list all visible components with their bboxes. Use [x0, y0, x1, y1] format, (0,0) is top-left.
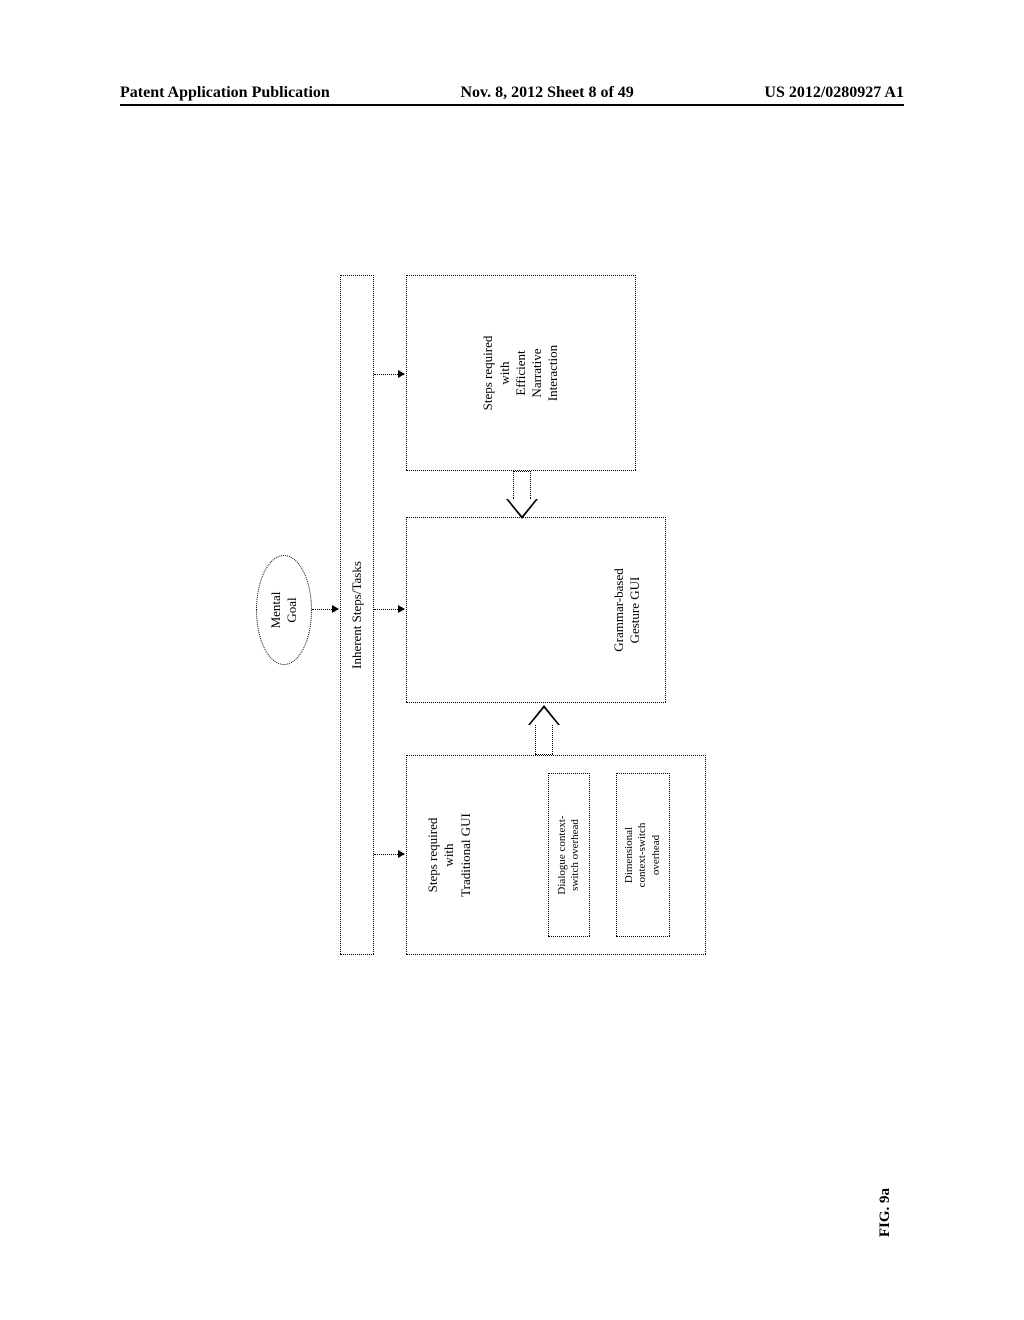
header-center: Nov. 8, 2012 Sheet 8 of 49 — [460, 84, 633, 102]
node-narrative: Steps requiredwithEfficientNarrativeInte… — [406, 275, 636, 471]
edge-mental-to-inherent — [312, 609, 338, 610]
node-dimensional-overhead-label: Dimensionalcontext-switchoverhead — [623, 823, 663, 888]
node-grammar: Grammar-basedGesture GUI — [406, 517, 666, 703]
node-narrative-label: Steps requiredwithEfficientNarrativeInte… — [480, 336, 561, 411]
node-dialogue-overhead: Dialogue context-switch overhead — [548, 773, 590, 937]
diagram: MentalGoal Inherent Steps/Tasks Steps re… — [256, 265, 726, 965]
node-dialogue-overhead-label: Dialogue context-switch overhead — [556, 815, 582, 894]
header-rule — [120, 104, 904, 106]
edge-inherent-to-grammar — [374, 609, 404, 610]
header-left: Patent Application Publication — [120, 84, 330, 102]
node-inherent: Inherent Steps/Tasks — [340, 275, 374, 955]
edge-inherent-to-narrative — [374, 374, 404, 375]
node-traditional-label: Steps requiredwithTraditional GUI — [425, 813, 474, 897]
node-mental-goal-label: MentalGoal — [268, 592, 299, 629]
node-mental-goal: MentalGoal — [256, 555, 312, 665]
header-right: US 2012/0280927 A1 — [764, 84, 904, 102]
edge-narrative-to-grammar — [506, 471, 538, 519]
node-dimensional-overhead: Dimensionalcontext-switchoverhead — [616, 773, 670, 937]
edge-traditional-to-grammar — [528, 705, 560, 755]
node-grammar-label: Grammar-basedGesture GUI — [611, 568, 644, 651]
page: Patent Application Publication Nov. 8, 2… — [0, 0, 1024, 1320]
page-header: Patent Application Publication Nov. 8, 2… — [120, 84, 904, 102]
node-inherent-label: Inherent Steps/Tasks — [349, 561, 365, 669]
figure-label: FIG. 9a — [877, 1188, 894, 1237]
edge-inherent-to-traditional — [374, 854, 404, 855]
